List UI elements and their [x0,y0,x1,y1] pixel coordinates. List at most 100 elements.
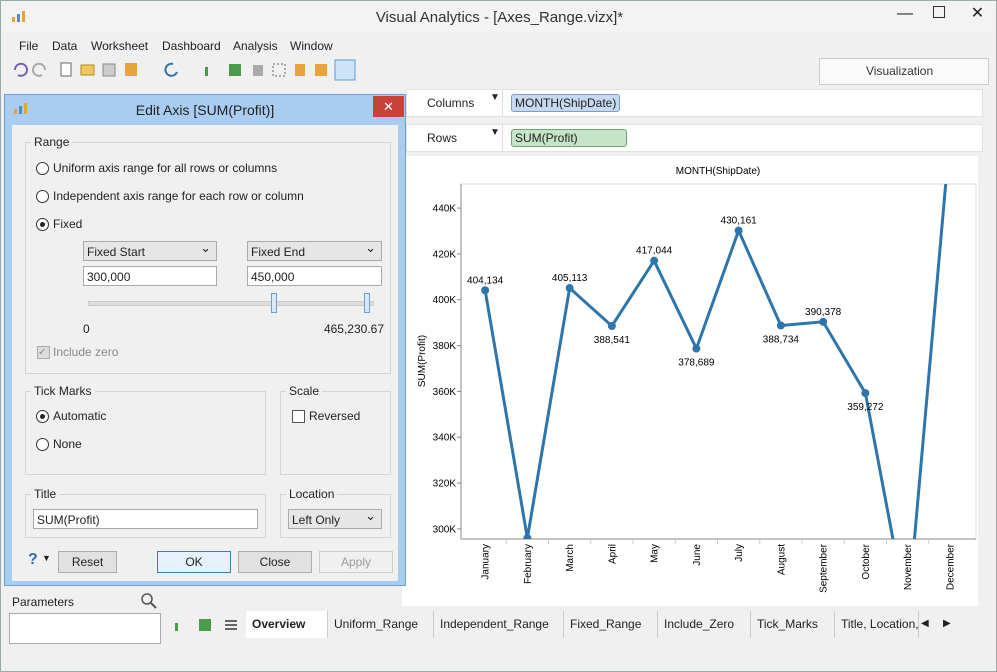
scroll-left[interactable]: ◀ [921,618,929,629]
radio[interactable] [36,190,49,203]
sheet-tab[interactable]: Tick_Marks [751,611,835,638]
radio-label: None [53,437,82,451]
list-icon[interactable] [225,620,237,622]
range-slider[interactable] [88,301,374,306]
help-button[interactable]: ? [28,551,38,568]
location-dropdown[interactable]: Left Only [288,506,382,529]
end-input[interactable]: 450,000 [247,266,382,286]
menu-item[interactable]: Dashboard [162,39,221,53]
y-tick-label: 380K [433,341,457,352]
scroll-right[interactable]: ▶ [943,618,951,629]
window-title: Visual Analytics - [Axes_Range.vizx]* [375,9,624,26]
point [650,256,659,265]
reset-button[interactable]: Reset [58,551,117,573]
close-dialog-button[interactable]: Close [238,551,312,573]
radio-label: Automatic [53,409,107,423]
radio[interactable] [36,162,49,175]
sheet-tab[interactable]: Title, Location, A [835,611,919,638]
fixed-end-dropdown[interactable]: Fixed End [247,238,382,261]
x-tick-label: July [734,544,745,562]
fixed-start-dropdown[interactable]: Fixed Start [83,238,217,261]
axis-icon[interactable] [334,59,356,81]
shelf-label: Rows [427,131,458,145]
group-label: Title [31,487,60,501]
point [523,534,532,539]
radio[interactable] [36,438,49,451]
x-tick-label: December [945,543,956,590]
radio[interactable] [36,410,49,423]
title-input[interactable]: SUM(Profit) [33,509,258,529]
shelf-pill[interactable]: SUM(Profit) [511,129,627,147]
scale-group: Scale Reversed [280,384,391,475]
line [483,184,948,539]
slider-thumb[interactable] [271,293,277,313]
group-label: Scale [286,384,323,398]
x-tick-label: September [819,543,830,593]
columns-shelf: Columns ▼ MONTH(ShipDate) [406,89,983,117]
menu-item[interactable]: Window [290,39,333,53]
radio[interactable] [36,218,49,231]
title-group: Title SUM(Profit) [25,487,266,538]
close-button[interactable]: ✕ [970,5,985,22]
x-tick-label: August [776,544,787,575]
open-icon[interactable] [80,64,95,76]
x-tick-label: March [565,544,576,572]
checkbox[interactable] [292,410,305,423]
minimize-button[interactable]: — [897,5,913,22]
slider-thumb[interactable] [364,293,370,313]
sheet-tab[interactable]: Overview [246,611,328,638]
apply-button[interactable]: Apply [319,551,393,573]
dialog-close-button[interactable]: ✕ [373,96,404,117]
chart-icon[interactable] [229,64,241,76]
maximize-button[interactable] [933,6,945,18]
x-tick-label: February [523,544,534,584]
data-label: 417,044 [636,246,673,257]
sort-icon[interactable] [295,64,305,76]
point [481,286,490,295]
rows-shelf: Rows ▼ SUM(Profit) [406,124,983,152]
new-dashboard-icon[interactable] [199,619,211,631]
slider-min: 0 [83,322,90,336]
start-input[interactable]: 300,000 [83,266,217,286]
sheet-tab[interactable]: Include_Zero [658,611,751,638]
dialog-body: Range Uniform axis range for all rows or… [12,125,398,581]
radio-label: Independent axis range for each row or c… [53,189,304,203]
select-icon[interactable] [272,63,286,77]
tab-label: Fixed_Range [570,617,642,631]
plot-area [481,184,948,539]
y-tick-label: 440K [433,204,457,215]
point [565,284,574,293]
chart-icon[interactable] [253,65,263,76]
y-tick-label: 400K [433,295,457,306]
data-label: 390,378 [805,307,842,318]
edit-axis-dialog: Edit Axis [SUM(Profit)] ✕ Range Uniform … [4,94,406,586]
toolbar [13,59,356,81]
data-icon[interactable] [125,63,137,76]
sheet-tab[interactable]: Independent_Range [434,611,564,638]
menu-item[interactable]: Data [52,39,78,53]
y-tick-label: 300K [433,524,457,535]
sort-icon[interactable] [315,64,327,76]
new-sheet-icon[interactable] [175,623,178,631]
sheet-tab[interactable]: Fixed_Range [564,611,658,638]
visualization-tab[interactable]: Visualization [819,58,989,85]
redo-icon[interactable] [32,62,47,77]
x-tick-label: June [692,544,703,566]
parameters-list[interactable] [9,613,161,644]
sheet-tab[interactable]: Uniform_Range [328,611,434,638]
menu-item[interactable]: File [19,39,39,53]
radio-label: Uniform axis range for all rows or colum… [53,161,278,175]
refresh-icon[interactable] [164,62,178,77]
parameters-panel: Parameters [9,592,161,644]
ok-button[interactable]: OK [157,551,231,573]
save-icon[interactable] [102,63,116,77]
shelf-pill[interactable]: MONTH(ShipDate) [511,94,621,112]
undo-icon[interactable] [13,62,28,77]
chart-icon[interactable] [205,67,208,76]
tab-label: Independent_Range [440,617,549,631]
checkbox[interactable]: ✓ [37,346,50,359]
new-icon[interactable] [60,62,72,77]
menu-item[interactable]: Analysis [233,39,278,53]
menu-item[interactable]: Worksheet [91,39,149,53]
